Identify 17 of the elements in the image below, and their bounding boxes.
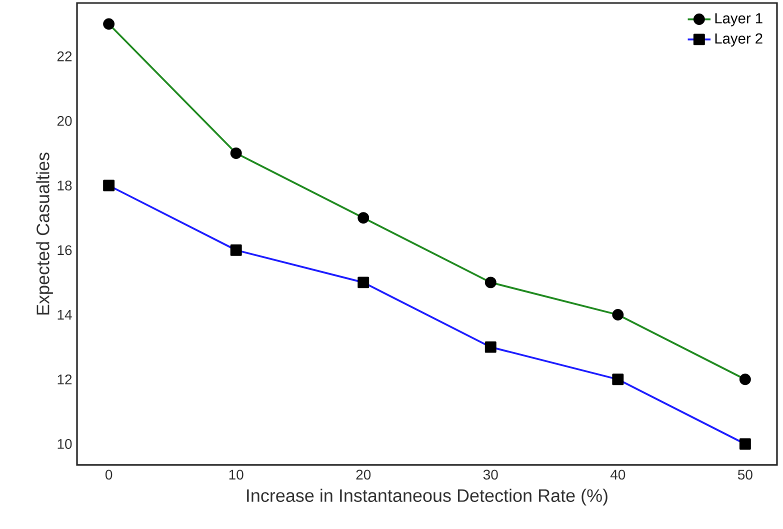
y-tick-label: 14: [58, 310, 72, 320]
y-tick-label: 10: [58, 439, 72, 449]
legend-label: Layer 2: [715, 33, 762, 47]
x-tick-label: 40: [610, 470, 626, 480]
y-tick-label: 16: [58, 245, 72, 256]
y-tick-label: 12: [58, 374, 72, 384]
y-axis-title: Expected Casualties: [36, 152, 53, 315]
x-tick-label: 50: [738, 470, 752, 480]
x-tick-label: 20: [356, 470, 371, 480]
y-tick-label: 22: [57, 51, 72, 62]
x-tick-label: 30: [483, 470, 498, 480]
y-tick-label: 18: [58, 180, 72, 190]
x-tick-label: 0: [105, 470, 112, 480]
x-axis-title: Increase in Instantaneous Detection Rate (%): [247, 488, 608, 506]
x-tick-label: 10: [229, 470, 244, 480]
y-tick-label: 20: [57, 116, 72, 126]
legend-label: Layer 1: [715, 13, 762, 26]
